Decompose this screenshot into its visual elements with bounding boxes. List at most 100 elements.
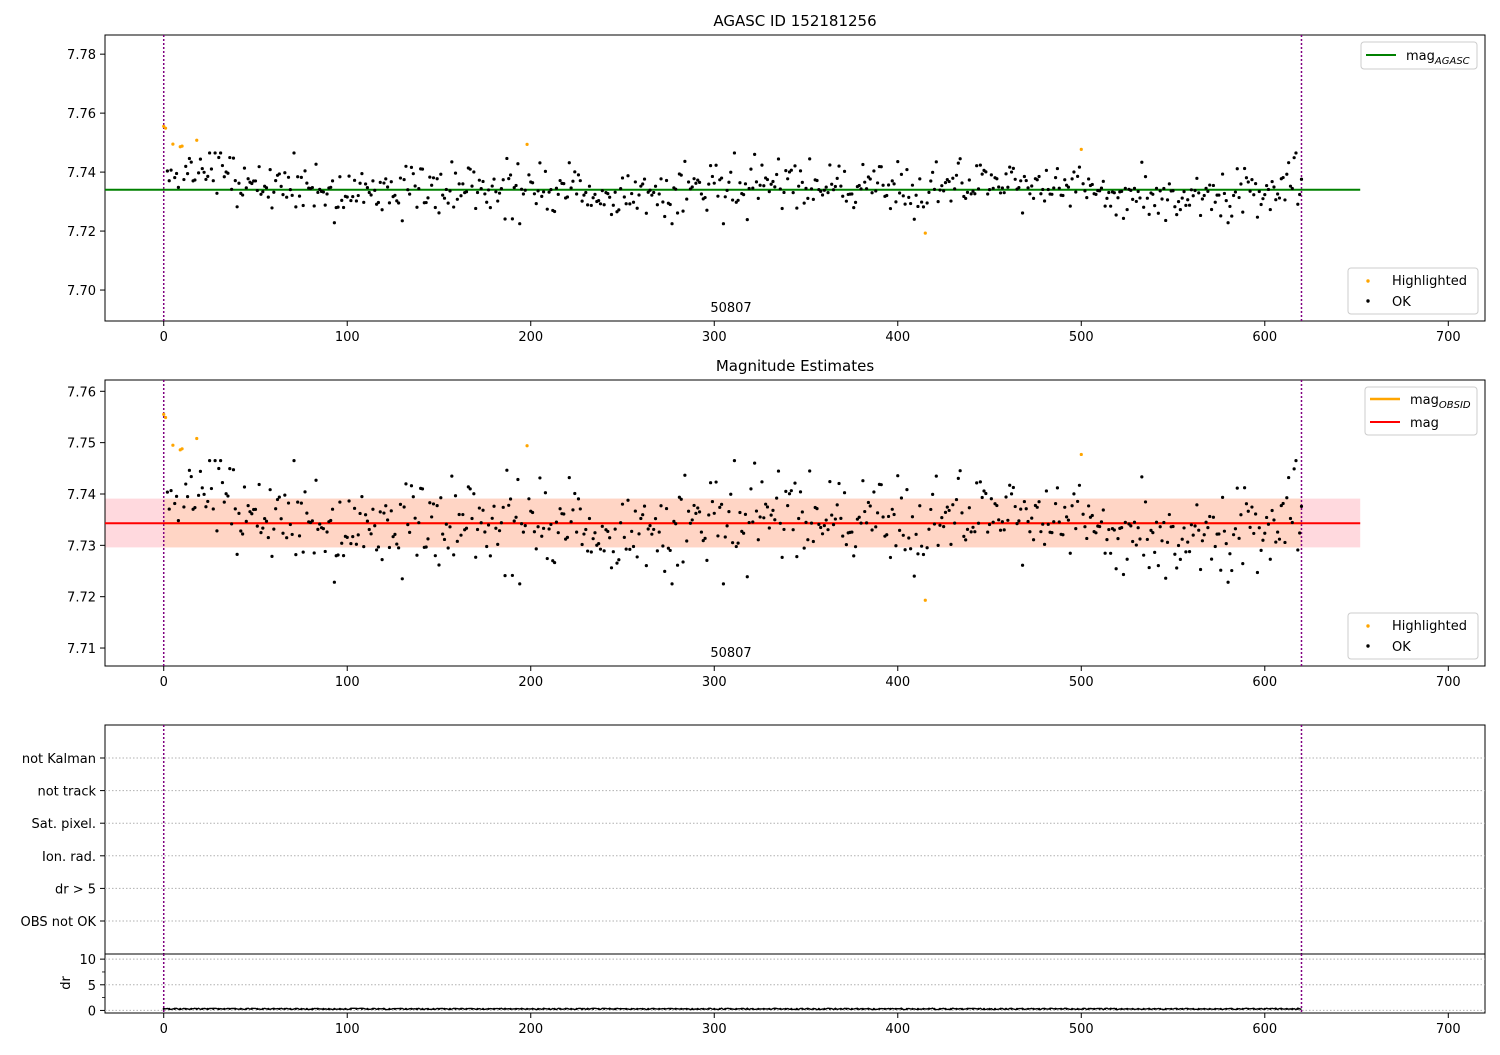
data-point-ok <box>494 526 498 530</box>
data-point-ok <box>819 189 823 193</box>
dr-point <box>454 1007 457 1010</box>
data-point-ok <box>1164 218 1168 223</box>
data-point-ok <box>448 189 452 193</box>
data-point-ok <box>723 535 727 539</box>
data-point-ok <box>255 524 259 528</box>
data-point-ok <box>964 196 968 201</box>
data-point-ok <box>853 200 858 204</box>
data-point-ok <box>619 521 623 525</box>
data-point-ok <box>534 202 538 206</box>
data-point-ok <box>1202 193 1206 198</box>
data-point-ok <box>1243 166 1247 171</box>
data-point-ok <box>266 535 270 540</box>
data-point-ok <box>1083 189 1087 193</box>
data-point-ok <box>167 507 171 511</box>
data-point-ok <box>718 505 722 509</box>
data-point-ok <box>1193 524 1197 528</box>
data-point-ok <box>373 188 377 192</box>
data-point-ok <box>367 527 371 532</box>
data-point-ok <box>776 157 781 161</box>
data-point-ok <box>165 169 169 173</box>
data-point-ok <box>1129 524 1133 528</box>
data-point-ok <box>1296 202 1300 206</box>
data-point-ok <box>659 177 663 181</box>
data-point-ok <box>701 538 705 543</box>
data-point-ok <box>804 186 808 190</box>
data-point-ok <box>441 193 445 197</box>
data-point-ok <box>233 179 237 183</box>
data-point-ok <box>1077 165 1082 169</box>
data-point-ok <box>745 218 749 222</box>
data-point-ok <box>828 163 832 167</box>
data-point-ok <box>765 177 770 182</box>
data-point-ok <box>927 190 931 194</box>
data-point-ok <box>962 534 966 538</box>
data-point-ok <box>1226 221 1230 225</box>
dr-point <box>718 1007 721 1010</box>
dr-point <box>663 1007 666 1010</box>
dr-point <box>1115 1007 1118 1010</box>
dr-point <box>1219 1007 1222 1010</box>
data-point-ok <box>486 188 491 192</box>
data-point-ok <box>727 510 731 514</box>
data-point-ok <box>775 172 779 177</box>
data-point-ok <box>1087 504 1091 508</box>
data-point-ok <box>622 195 626 199</box>
data-point-ok <box>753 152 757 156</box>
data-point-ok <box>231 468 236 472</box>
data-point-ok <box>1294 151 1298 155</box>
data-point-ok <box>222 175 226 179</box>
data-point-ok <box>697 180 702 184</box>
data-point-ok <box>1147 212 1151 216</box>
data-point-ok <box>1061 193 1065 198</box>
data-point-ok <box>523 524 527 528</box>
data-point-ok <box>549 522 553 527</box>
data-point-ok <box>844 199 848 203</box>
data-point-ok <box>989 497 993 501</box>
data-point-ok <box>204 177 208 182</box>
data-point-ok <box>949 542 953 546</box>
data-point-ok <box>716 194 720 198</box>
data-point-ok <box>1044 489 1049 493</box>
data-point-ok <box>338 500 342 504</box>
data-point-ok <box>503 574 507 578</box>
data-point-ok <box>310 519 314 523</box>
data-point-ok <box>692 503 696 508</box>
data-point-ok <box>184 482 188 486</box>
data-point-ok <box>844 543 848 547</box>
data-point-ok <box>802 546 806 550</box>
data-point-ok <box>617 558 621 562</box>
data-point-ok <box>481 508 485 512</box>
data-point-ok <box>501 178 505 182</box>
data-point-ok <box>1261 197 1265 201</box>
dr-point <box>911 1007 914 1010</box>
chart-title: AGASC ID 152181256 <box>713 12 876 30</box>
dr-point <box>889 1007 892 1010</box>
data-point-ok <box>228 467 232 471</box>
data-point-ok <box>290 532 294 537</box>
data-point-ok <box>354 199 359 203</box>
data-point-ok <box>1204 520 1208 524</box>
data-point-ok <box>1241 210 1245 214</box>
data-point-ok <box>556 531 560 535</box>
data-point-ok <box>916 204 920 209</box>
dr-point <box>239 1007 242 1010</box>
dr-point <box>1026 1007 1030 1010</box>
data-point-ok <box>699 192 704 196</box>
data-point-ok <box>619 187 623 191</box>
data-point-ok <box>565 195 570 199</box>
data-point-ok <box>250 512 254 516</box>
data-point-ok <box>1024 507 1028 511</box>
data-point-ok <box>354 542 359 546</box>
dr-point <box>333 1007 336 1010</box>
dr-point <box>410 1007 413 1010</box>
dr-point <box>817 1007 820 1010</box>
data-point-ok <box>323 203 327 207</box>
data-point-ok <box>716 534 720 538</box>
data-point-ok <box>589 550 593 554</box>
data-point-ok <box>1276 530 1280 534</box>
dr-point <box>1296 1007 1299 1010</box>
dr-point <box>289 1007 292 1010</box>
data-point-ok <box>664 506 669 511</box>
data-point-ok <box>751 186 755 190</box>
